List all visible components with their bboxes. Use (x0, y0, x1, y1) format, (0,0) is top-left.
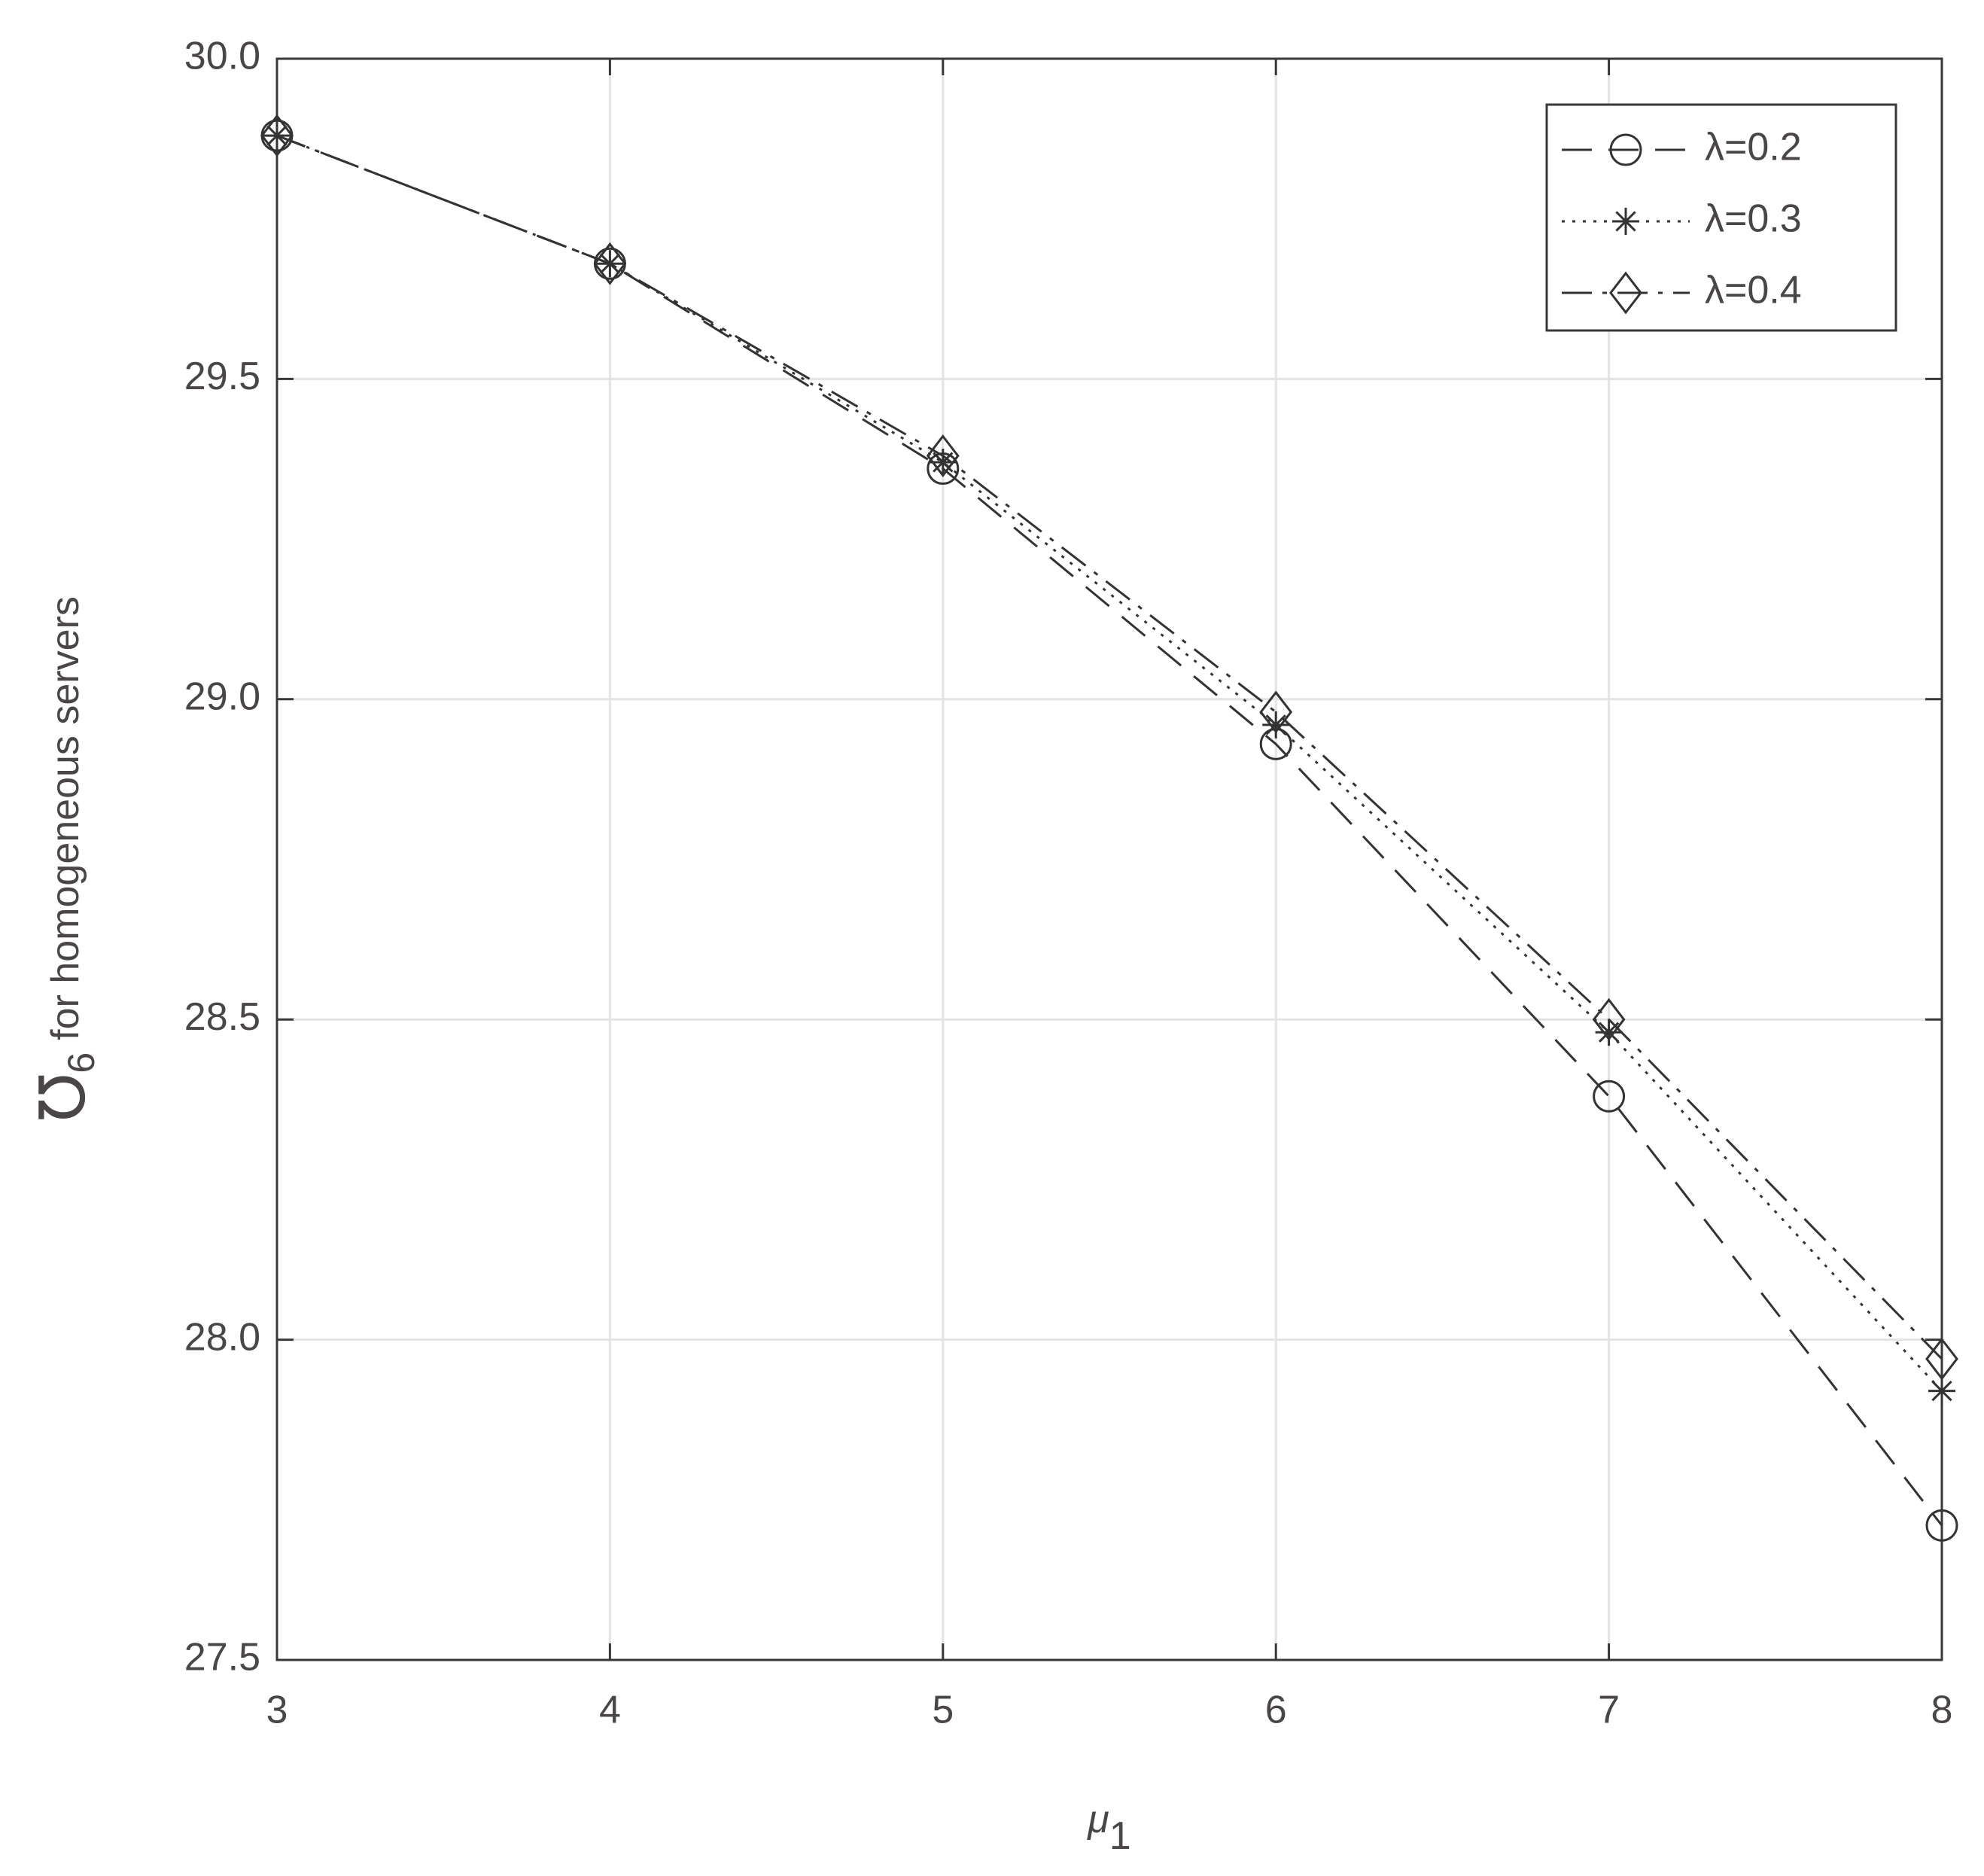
x-label-symbol: μ (1086, 1798, 1109, 1841)
x-tick-label: 7 (1598, 1689, 1620, 1732)
marker (1592, 997, 1626, 1041)
marker (260, 114, 294, 157)
marker (1925, 1337, 1958, 1381)
x-label-subscript: 1 (1109, 1814, 1131, 1858)
x-axis-label: μ1 (1086, 1798, 1130, 1858)
legend-label: λ=0.2 (1705, 126, 1802, 169)
marker (929, 449, 957, 477)
series-line (276, 134, 1943, 1360)
y-tick-label: 28.0 (184, 1315, 260, 1359)
legend-label: λ=0.3 (1705, 197, 1802, 241)
y-label-text: for homogeneous servers (44, 596, 87, 1040)
y-label-symbol: ℧ (27, 1074, 98, 1122)
marker (1928, 1377, 1955, 1405)
marker (926, 434, 960, 477)
marker (1262, 711, 1290, 739)
x-tick-label: 4 (599, 1689, 621, 1732)
y-tick-label: 29.0 (184, 675, 260, 719)
x-tick-label: 8 (1931, 1689, 1953, 1732)
y-tick-label: 29.5 (184, 355, 260, 398)
y-tick-label: 30.0 (184, 35, 260, 78)
legend-marker (1609, 271, 1642, 315)
x-tick-label: 5 (932, 1689, 954, 1732)
marker (1595, 1019, 1623, 1046)
x-tick-label: 6 (1265, 1689, 1287, 1732)
marker (1259, 690, 1293, 734)
plot-frame (275, 57, 1943, 1661)
legend-marker (1609, 133, 1642, 166)
y-tick-label: 27.5 (184, 1636, 260, 1680)
y-axis-label: ℧6 for homogeneous servers (27, 596, 102, 1122)
legend-marker (1612, 208, 1639, 235)
y-tick-label: 28.5 (184, 995, 260, 1039)
y-label-subscript: 6 (60, 1052, 102, 1074)
x-tick-label: 3 (266, 1689, 288, 1732)
marker (593, 242, 627, 285)
legend-label: λ=0.4 (1705, 269, 1802, 312)
marker (1925, 1509, 1958, 1542)
marker (1593, 1080, 1626, 1113)
